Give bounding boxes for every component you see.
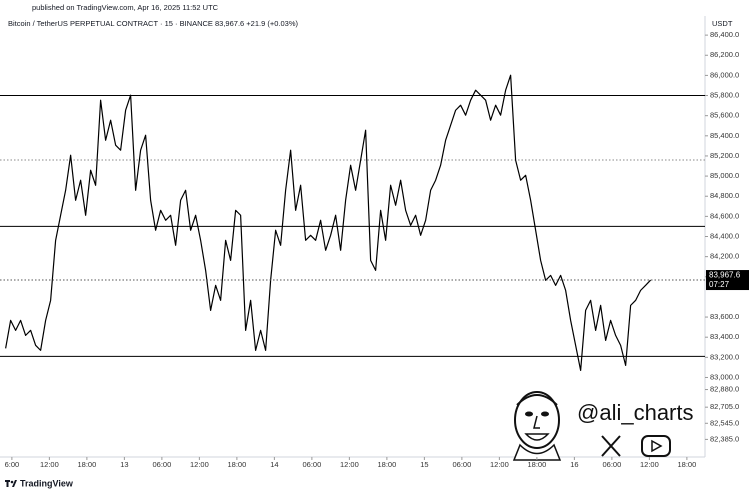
y-tick-label: 82,705.0: [710, 402, 739, 411]
y-tick-label: 84,400.0: [710, 231, 739, 240]
y-tick-label: 86,000.0: [710, 70, 739, 79]
y-tick-label: 83,600.0: [710, 312, 739, 321]
youtube-icon: [641, 435, 671, 457]
chart-title: Bitcoin / TetherUS PERPETUAL CONTRACT · …: [8, 19, 298, 28]
y-tick-label: 86,400.0: [710, 30, 739, 39]
x-tick-label: 15: [420, 460, 428, 469]
currency-label: USDT: [712, 19, 733, 28]
x-tick-label: 16: [570, 460, 578, 469]
x-tick-label: 18:00: [227, 460, 246, 469]
y-tick-label: 83,400.0: [710, 332, 739, 341]
y-tick-label: 83,000.0: [710, 372, 739, 381]
x-tick-label: 06:00: [302, 460, 321, 469]
price-line: [5, 74, 652, 372]
x-tick-label: 12:00: [190, 460, 209, 469]
watermark-logo: [512, 391, 562, 461]
x-tick-label: 06:00: [602, 460, 621, 469]
y-tick-label: 85,800.0: [710, 91, 739, 100]
x-tick-label: 12:00: [490, 460, 509, 469]
x-tick-label: 14: [270, 460, 278, 469]
x-tick-label: 18:00: [677, 460, 696, 469]
x-tick-label: 12:00: [340, 460, 359, 469]
y-tick-label: 85,600.0: [710, 111, 739, 120]
y-tick-label: 85,400.0: [710, 131, 739, 140]
y-tick-label: 82,545.0: [710, 418, 739, 427]
y-tick-label: 85,000.0: [710, 171, 739, 180]
watermark-handle: @ali_charts: [577, 400, 694, 425]
x-tick-label: 12:00: [640, 460, 659, 469]
x-tick-label: 18:00: [377, 460, 396, 469]
x-tick-label: 6:00: [5, 460, 20, 469]
y-tick-label: 83,200.0: [710, 352, 739, 361]
y-tick-label: 84,800.0: [710, 191, 739, 200]
x-icon: [601, 435, 621, 457]
y-tick-label: 85,200.0: [710, 151, 739, 160]
x-tick-label: 13: [120, 460, 128, 469]
x-tick-label: 06:00: [152, 460, 171, 469]
footer-brand: TradingView: [20, 478, 74, 488]
countdown-label: 07:27: [709, 280, 730, 289]
x-tick-label: 06:00: [452, 460, 471, 469]
footer-logo: [5, 480, 17, 487]
last-price-box: [706, 270, 749, 291]
y-tick-label: 82,880.0: [710, 385, 739, 394]
y-tick-label: 86,200.0: [710, 50, 739, 59]
published-note: published on TradingView.com, Apr 16, 20…: [32, 3, 219, 12]
x-tick-label: 18:00: [527, 460, 546, 469]
y-tick-label: 84,600.0: [710, 211, 739, 220]
x-tick-label: 12:00: [40, 460, 59, 469]
y-tick-label: 82,385.0: [710, 434, 739, 443]
last-price-label: 83,967.6: [709, 271, 741, 280]
y-tick-label: 84,200.0: [710, 252, 739, 261]
x-tick-label: 18:00: [77, 460, 96, 469]
